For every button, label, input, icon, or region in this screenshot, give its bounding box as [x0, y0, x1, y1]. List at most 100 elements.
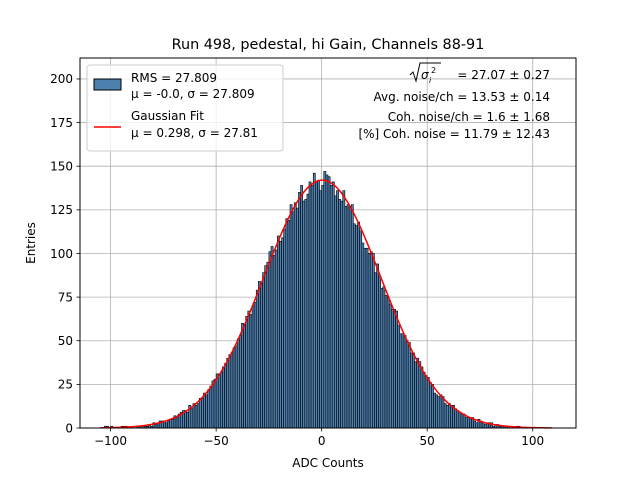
histogram-bar: [329, 185, 333, 429]
histogram-bar: [466, 417, 470, 429]
histogram-bar: [201, 398, 204, 429]
histogram-bar: [308, 181, 312, 429]
histogram-bar: [192, 403, 196, 429]
histogram-bar: [321, 185, 325, 429]
histogram-bar: [399, 333, 403, 429]
legend-fit-label: Gaussian Fit: [131, 109, 204, 123]
histogram-bar: [460, 413, 464, 429]
histogram-bar: [357, 221, 360, 429]
histogram-bar: [462, 413, 466, 429]
histogram-bar: [224, 363, 227, 429]
histogram-bar: [266, 261, 270, 429]
histogram-bar: [464, 417, 468, 429]
histogram-bar: [247, 310, 251, 429]
histogram-bar: [171, 418, 175, 429]
histogram-bar: [437, 396, 441, 429]
histogram-bar: [416, 357, 420, 429]
histogram-bar: [296, 207, 299, 429]
y-tick-label: 100: [50, 247, 73, 261]
histogram-bar: [298, 192, 301, 429]
histogram-bar: [304, 199, 308, 429]
sigma-value: = 27.07 ± 0.27: [457, 68, 550, 82]
histogram-bar: [422, 371, 426, 429]
histogram-bar: [372, 253, 375, 429]
histogram-bar: [365, 247, 369, 429]
histogram-bar: [251, 305, 255, 429]
histogram-bar: [198, 398, 202, 429]
histogram-bar: [334, 195, 337, 429]
histogram-bar: [481, 422, 485, 429]
histogram-bar: [258, 281, 261, 429]
histogram-bar: [386, 296, 390, 429]
histogram-bar: [456, 410, 460, 429]
y-axis-label: Entries: [24, 222, 38, 264]
histogram-bar: [378, 275, 382, 429]
x-axis-label: ADC Counts: [292, 456, 364, 470]
histogram-bar: [285, 218, 289, 429]
gaussian-fit-curve: [100, 179, 552, 429]
histogram-bar: [338, 199, 341, 429]
coh-noise-annotation: Coh. noise/ch = 1.6 ± 1.68: [388, 110, 550, 124]
y-tick-label: 175: [50, 116, 73, 130]
histogram-bar: [165, 422, 168, 429]
histogram-bar: [234, 345, 238, 429]
histogram-bar: [175, 417, 179, 429]
histogram-bar: [355, 225, 358, 429]
histogram-bar: [433, 392, 436, 429]
legend-histogram-label: RMS = 27.809: [131, 71, 217, 85]
histogram-bar: [475, 422, 479, 429]
histogram-bar: [270, 246, 274, 429]
histogram-bar: [376, 263, 379, 429]
histogram-bar: [327, 176, 331, 429]
legend-histogram-stats: μ = -0.0, σ = 27.809: [131, 87, 255, 101]
histogram-bar: [331, 181, 335, 429]
histogram-bar: [232, 347, 236, 429]
histogram-bar: [346, 204, 350, 429]
histogram-bar: [450, 405, 453, 429]
y-tick-label: 150: [50, 160, 73, 174]
sqrt-symbol: [409, 62, 441, 83]
histogram-bar: [236, 338, 240, 429]
histogram-bar: [217, 373, 221, 429]
histogram-bar: [420, 366, 424, 429]
histogram-bar: [395, 310, 398, 429]
histogram-bar: [306, 193, 310, 429]
histogram-bar: [348, 206, 352, 429]
histogram-bar: [268, 251, 272, 429]
histogram-bar: [283, 228, 287, 429]
histogram-bar: [336, 190, 339, 429]
histogram-bar: [169, 418, 173, 429]
histogram-bar: [439, 394, 443, 429]
histogram-bar: [363, 247, 367, 429]
histogram-bar: [380, 288, 384, 429]
histogram-bar: [287, 220, 291, 429]
histogram-bar: [374, 272, 377, 429]
histogram-bar: [458, 411, 462, 429]
histogram-bar: [382, 286, 386, 429]
histogram-bar: [317, 179, 320, 429]
histogram-bar: [228, 354, 232, 429]
x-tick-label: 50: [420, 434, 435, 448]
histogram-bar: [418, 361, 422, 429]
histogram-bar: [226, 357, 230, 429]
sigma-superscript: 2: [431, 66, 436, 75]
y-tick-label: 200: [50, 72, 73, 86]
histogram-bar: [222, 366, 225, 429]
legend-fit-stats: μ = 0.298, σ = 27.81: [131, 126, 258, 140]
histogram-bar: [435, 394, 439, 429]
histogram-bar: [312, 172, 316, 429]
histogram-bar: [483, 424, 487, 429]
histogram-bar: [473, 420, 477, 429]
histogram-bar: [211, 380, 215, 429]
histogram-bar: [196, 403, 200, 429]
histogram-bar: [405, 340, 409, 429]
histogram-bar: [325, 174, 329, 429]
histogram-bar: [388, 303, 392, 429]
histogram-bar: [230, 352, 234, 429]
histogram-bar: [384, 295, 388, 429]
histogram-bar: [414, 361, 417, 429]
histogram-bar: [391, 309, 394, 429]
histogram-bar: [323, 171, 327, 429]
histogram-bar: [194, 405, 198, 429]
